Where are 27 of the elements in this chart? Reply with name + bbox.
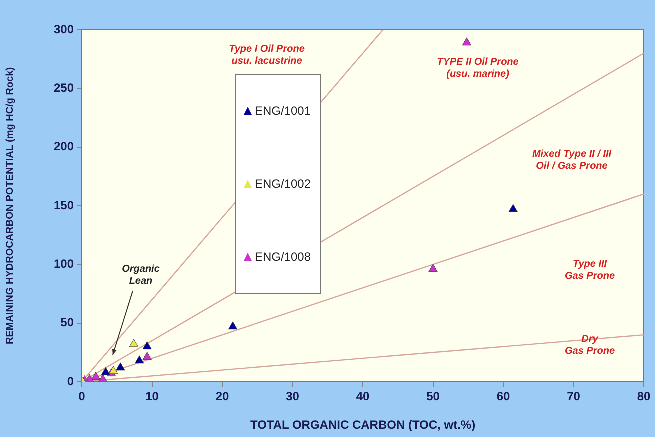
x-tick-label: 60 — [496, 390, 510, 404]
x-tick-label: 0 — [78, 390, 86, 404]
y-axis-title: REMAINING HYDROCARBON POTENTIAL (mg HC/g Rock) — [4, 67, 16, 345]
annotation: Type I Oil Prone usu. lacustrine — [229, 44, 306, 67]
y-tick-label: 50 — [60, 316, 74, 330]
y-tick-label: 300 — [54, 22, 74, 36]
x-tick-label: 40 — [356, 390, 370, 404]
x-tick-label: 70 — [567, 390, 581, 404]
x-tick-label: 50 — [426, 390, 440, 404]
y-tick-label: 0 — [67, 374, 74, 388]
legend-label: ENG/1008 — [255, 250, 312, 264]
y-tick-label: 100 — [54, 256, 74, 271]
annotation: Mixed Type II / III Oil / Gas Prone — [532, 148, 612, 172]
x-tick-label: 30 — [286, 390, 300, 404]
y-tick-label: 200 — [54, 140, 74, 154]
annotation: Type III Gas Prone — [564, 258, 616, 282]
x-axis-title: TOTAL ORGANIC CARBON (TOC, wt.%) — [250, 418, 476, 432]
legend-label: ENG/1001 — [255, 104, 312, 118]
y-tick-label: 150 — [54, 198, 74, 212]
x-tick-label: 20 — [216, 390, 230, 404]
annotation: Organic Lean — [122, 264, 160, 287]
annotation: TYPE II Oil Prone (usu. marine) — [437, 56, 520, 80]
x-tick-label: 10 — [146, 390, 160, 404]
y-tick-label: 250 — [54, 80, 74, 95]
legend-label: ENG/1002 — [255, 176, 312, 191]
annotation: Dry Gas Prone — [564, 334, 616, 357]
x-tick-label: 80 — [637, 390, 651, 404]
